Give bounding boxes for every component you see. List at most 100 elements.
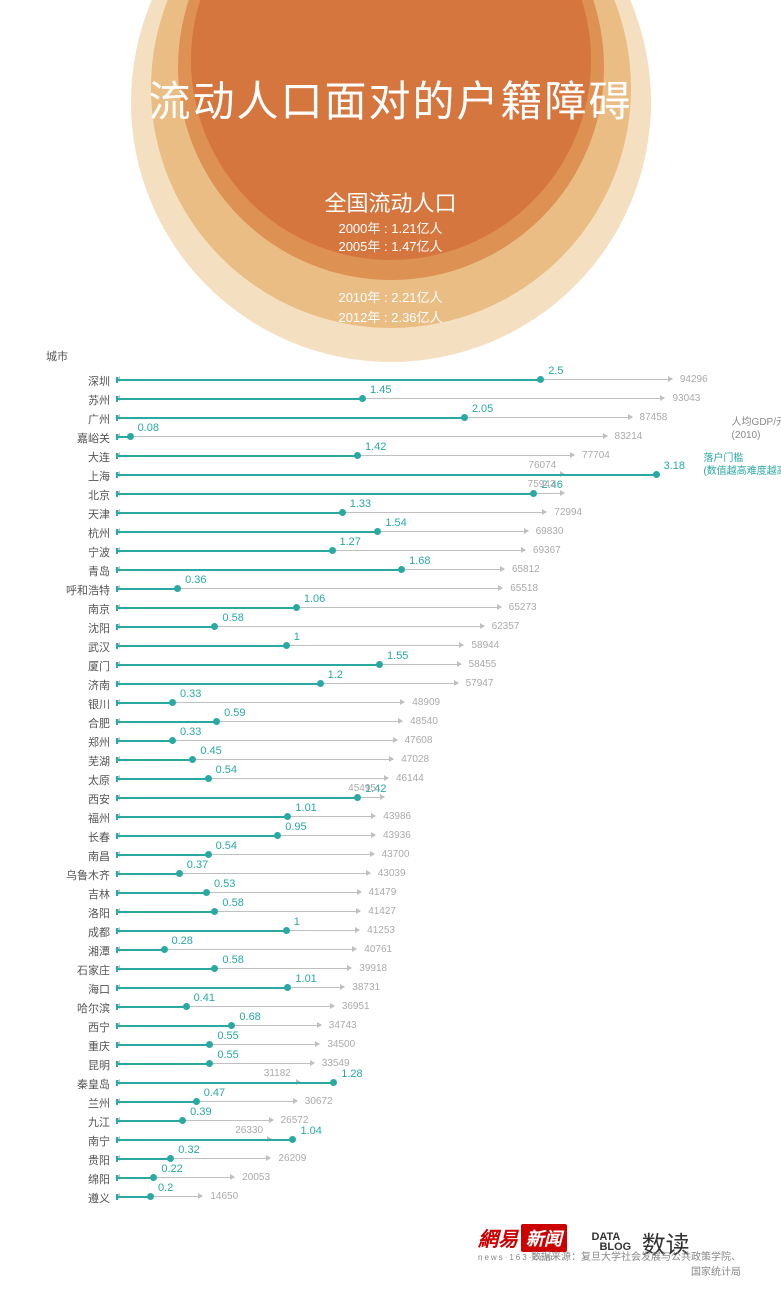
chart-row: 芜湖0.4547028	[46, 750, 746, 769]
gdp-value: 93043	[672, 393, 700, 404]
threshold-dot	[161, 946, 168, 953]
chart-row: 西安1.4245495	[46, 788, 746, 807]
threshold-value: 0.2	[158, 1182, 173, 1194]
threshold-bar	[116, 702, 172, 704]
city-label: 吉林	[46, 886, 110, 902]
subtitle: 全国流动人口	[0, 186, 781, 218]
city-label: 苏州	[46, 392, 110, 408]
threshold-value: 0.59	[224, 707, 245, 719]
threshold-dot	[228, 1022, 235, 1029]
gdp-value: 65273	[509, 602, 537, 613]
city-label: 南昌	[46, 848, 110, 864]
threshold-value: 0.58	[222, 897, 243, 909]
gdp-value: 65812	[512, 564, 540, 575]
gdp-value: 43986	[383, 811, 411, 822]
chart-row: 长春0.9543936	[46, 826, 746, 845]
gdp-value: 41253	[367, 925, 395, 936]
threshold-dot	[169, 737, 176, 744]
gdp-value: 48909	[412, 697, 440, 708]
threshold-bar	[116, 1196, 150, 1198]
threshold-value: 3.18	[664, 460, 685, 472]
city-label: 杭州	[46, 525, 110, 541]
city-label: 兰州	[46, 1095, 110, 1111]
threshold-dot	[211, 908, 218, 915]
threshold-bar	[116, 759, 192, 761]
chart-row: 南昌0.5443700	[46, 845, 746, 864]
chart-row: 吉林0.5341479	[46, 883, 746, 902]
city-label: 宁波	[46, 544, 110, 560]
threshold-bar	[116, 1177, 153, 1179]
gdp-value: 65518	[510, 583, 538, 594]
threshold-bar	[116, 835, 277, 837]
threshold-dot	[461, 414, 468, 421]
gdp-value: 34500	[327, 1039, 355, 1050]
chart-row: 乌鲁木齐0.3743039	[46, 864, 746, 883]
threshold-dot	[169, 699, 176, 706]
chart-row: 厦门1.5558455	[46, 655, 746, 674]
threshold-value: 0.33	[180, 726, 201, 738]
city-label: 青岛	[46, 563, 110, 579]
threshold-dot	[374, 528, 381, 535]
threshold-bar	[116, 740, 172, 742]
population-stat: 2005年 : 1.47亿人	[0, 236, 781, 255]
chart-row: 西宁0.6834743	[46, 1016, 746, 1035]
threshold-dot	[205, 851, 212, 858]
gdp-value: 46144	[396, 773, 424, 784]
threshold-bar	[116, 455, 357, 457]
gdp-value: 94296	[680, 374, 708, 385]
threshold-value: 1.01	[295, 802, 316, 814]
data-source: 数据来源：复旦大学社会发展与公共政策学院、国家统计局	[531, 1250, 741, 1280]
chart-container: 城市 人均GDP/元(2010) 落户门槛(数值越高难度越高) 深圳2.5942…	[46, 348, 746, 1206]
threshold-bar	[116, 968, 214, 970]
threshold-bar	[116, 1063, 209, 1065]
city-label: 北京	[46, 487, 110, 503]
city-label: 哈尔滨	[46, 1000, 110, 1016]
threshold-value: 1.33	[350, 498, 371, 510]
gdp-value: 20053	[242, 1172, 270, 1183]
threshold-dot	[398, 566, 405, 573]
threshold-dot	[329, 547, 336, 554]
chart-row: 湘潭0.2840761	[46, 940, 746, 959]
city-label: 石家庄	[46, 962, 110, 978]
chart-row: 海口1.0138731	[46, 978, 746, 997]
gdp-value: 43039	[378, 868, 406, 879]
chart-row: 大连1.4277704	[46, 446, 746, 465]
chart-row: 银川0.3348909	[46, 693, 746, 712]
threshold-bar	[116, 569, 401, 571]
threshold-bar	[116, 1120, 182, 1122]
threshold-dot	[359, 395, 366, 402]
threshold-dot	[537, 376, 544, 383]
city-label: 重庆	[46, 1038, 110, 1054]
chart-row: 重庆0.5534500	[46, 1035, 746, 1054]
chart-row: 沈阳0.5862357	[46, 617, 746, 636]
threshold-bar	[116, 873, 179, 875]
threshold-value: 0.47	[204, 1087, 225, 1099]
threshold-bar	[116, 531, 377, 533]
threshold-bar	[116, 493, 533, 495]
threshold-value: 1.06	[304, 593, 325, 605]
threshold-bar	[116, 1006, 186, 1008]
chart-row: 贵阳0.3226209	[46, 1149, 746, 1168]
threshold-dot	[147, 1193, 154, 1200]
city-label: 呼和浩特	[46, 582, 110, 598]
chart-row: 上海3.1876074	[46, 465, 746, 484]
chart-row: 绵阳0.2220053	[46, 1168, 746, 1187]
threshold-value: 0.54	[216, 764, 237, 776]
threshold-bar	[116, 398, 362, 400]
threshold-value: 1.54	[385, 517, 406, 529]
threshold-dot	[330, 1079, 337, 1086]
threshold-bar	[116, 417, 464, 419]
threshold-bar	[116, 607, 296, 609]
gdp-value: 31182	[264, 1068, 291, 1079]
chart-row: 洛阳0.5841427	[46, 902, 746, 921]
gdp-value: 41427	[368, 906, 396, 917]
city-label: 广州	[46, 411, 110, 427]
threshold-bar	[116, 1082, 333, 1084]
threshold-value: 1	[294, 916, 300, 928]
chart-row: 昆明0.5533549	[46, 1054, 746, 1073]
chart-row: 合肥0.5948540	[46, 712, 746, 731]
city-label: 福州	[46, 810, 110, 826]
threshold-value: 0.55	[217, 1049, 238, 1061]
city-label: 遵义	[46, 1190, 110, 1206]
threshold-dot	[354, 794, 361, 801]
